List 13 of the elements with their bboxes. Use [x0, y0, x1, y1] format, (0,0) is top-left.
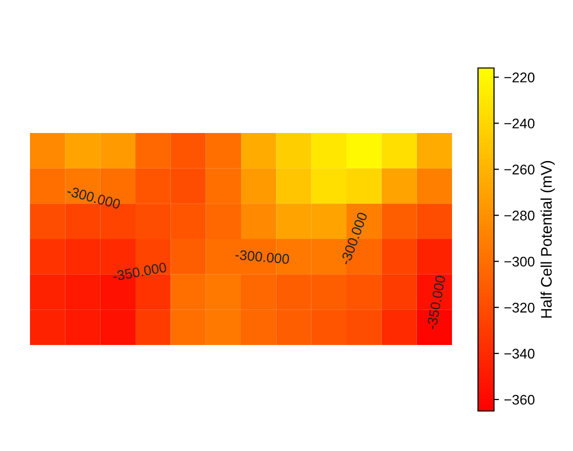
color-bar-label: −240 [504, 118, 534, 128]
color-bar-label: −360 [504, 394, 534, 405]
color-bar-label: −280 [504, 210, 534, 220]
annotation: -350.000 [426, 275, 446, 330]
annotation: -350.000 [112, 262, 167, 282]
color-bar-title: Half Cell Potential (mV) [540, 161, 555, 318]
color-bar-label: −340 [504, 348, 534, 359]
color-bar-label: −320 [504, 302, 534, 313]
color-bar-label: −220 [504, 72, 534, 82]
annotation: -300.000 [66, 186, 121, 210]
color-bar-label: −300 [504, 256, 534, 267]
color-bar-label: −260 [504, 164, 534, 174]
annotation: -300.000 [235, 250, 290, 264]
